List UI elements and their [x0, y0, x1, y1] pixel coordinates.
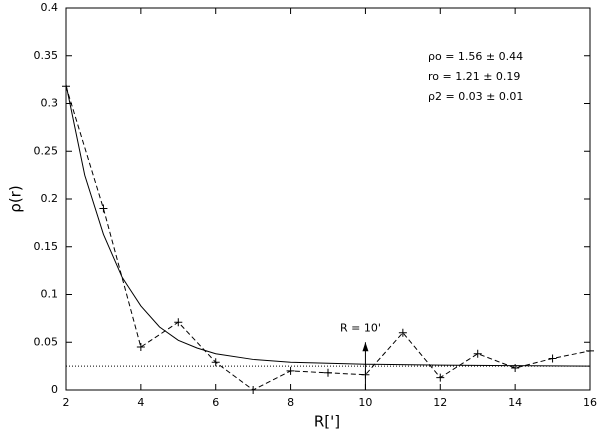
- x-tick-label: 2: [63, 396, 70, 409]
- y-tick-label: 0.4: [41, 1, 59, 14]
- y-tick-label: 0.15: [34, 240, 59, 253]
- point-marker: [548, 354, 557, 363]
- plot-frame: [65, 7, 591, 391]
- annotation: ρ2 = 0.03 ± 0.01: [428, 90, 523, 103]
- arrow-label: R = 10': [340, 321, 381, 334]
- point-marker: [174, 318, 183, 327]
- x-tick-label: 16: [583, 396, 597, 409]
- y-tick-label: 0.25: [34, 144, 59, 157]
- point-marker: [473, 349, 482, 358]
- point-marker: [324, 368, 332, 377]
- point-marker: [398, 328, 407, 337]
- series-line: [65, 84, 591, 367]
- point-marker: [436, 373, 445, 382]
- annotation: ro = 1.21 ± 0.19: [428, 70, 520, 83]
- point-marker: [136, 343, 145, 352]
- x-tick-label: 6: [212, 396, 219, 409]
- y-tick-label: 0.1: [41, 288, 59, 301]
- point-marker: [211, 358, 220, 367]
- point-marker: [286, 366, 295, 375]
- arrow-head: [362, 342, 369, 352]
- x-axis-label: R[']: [314, 413, 340, 431]
- y-tick-label: 0: [51, 383, 58, 396]
- y-tick-label: 0.05: [34, 335, 59, 348]
- point-marker: [586, 346, 594, 355]
- y-tick-label: 0.2: [41, 192, 59, 205]
- annotation: ρo = 1.56 ± 0.44: [428, 50, 523, 63]
- y-tick-label: 0.3: [41, 97, 59, 110]
- x-tick-label: 8: [287, 396, 294, 409]
- x-tick-label: 10: [358, 396, 372, 409]
- y-axis-label: ρ(r): [7, 185, 25, 212]
- x-tick-label: 12: [433, 396, 447, 409]
- point-marker: [249, 386, 258, 394]
- y-tick-label: 0.35: [34, 49, 59, 62]
- x-tick-label: 14: [508, 396, 522, 409]
- series-line: [65, 86, 591, 391]
- x-tick-label: 4: [137, 396, 144, 409]
- point-marker: [99, 204, 108, 213]
